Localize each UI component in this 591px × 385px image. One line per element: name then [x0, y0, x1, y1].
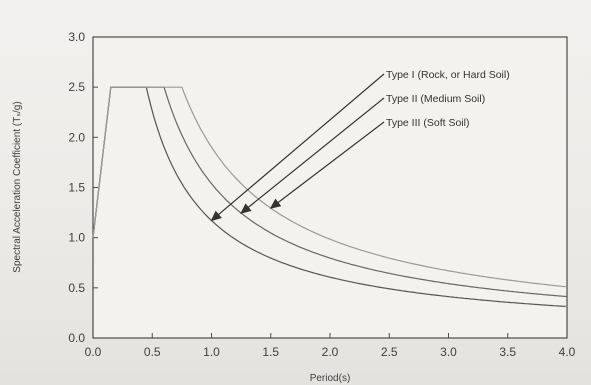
y-tick-label: 3.0 [68, 30, 85, 44]
plot-area [92, 36, 568, 339]
y-tick-label: 2.0 [68, 130, 85, 144]
x-tick-label: 2.5 [381, 345, 398, 359]
annotation-arrow-1 [210, 73, 385, 222]
y-axis-title: Spectral Acceleration Coefficient (Tₛ/g) [12, 101, 23, 272]
x-tick-label: 0.0 [85, 345, 102, 359]
ticks-layer: 0.0 0.5 1.0 1.5 2.0 2.5 3.0 3.5 4.0 0.0 0.5 1.0 1.5 2… [68, 30, 575, 359]
y-tick-label: 1.5 [68, 181, 85, 195]
x-tick-label: 1.5 [262, 345, 279, 359]
annotation-label-1: Type I (Rock, or Hard Soil) [386, 69, 510, 81]
annotations-layer: Type I (Rock, or Hard Soil) Type II (Medi… [210, 69, 510, 222]
x-axis-title: Period(s) [310, 373, 351, 384]
series-line-2 [92, 86, 568, 298]
y-tick-label: 0.0 [68, 331, 85, 345]
y-tick-label: 0.5 [68, 281, 85, 295]
y-tick-label: 2.5 [68, 80, 85, 94]
x-tick-label: 4.0 [559, 345, 576, 359]
annotation-label-2: Type II (Medium Soil) [386, 93, 485, 105]
x-tick-label: 3.0 [440, 345, 457, 359]
annotation-arrow-2 [240, 97, 385, 214]
x-tick-label: 0.5 [144, 345, 161, 359]
series-line-3 [92, 86, 566, 288]
y-tick-label: 1.0 [68, 231, 85, 245]
x-tick-label: 2.0 [322, 345, 339, 359]
annotation-arrow-3 [269, 121, 385, 209]
x-tick-label: 1.0 [203, 345, 220, 359]
annotation-label-3: Type III (Soft Soil) [386, 117, 469, 129]
x-tick-label: 3.5 [499, 345, 516, 359]
